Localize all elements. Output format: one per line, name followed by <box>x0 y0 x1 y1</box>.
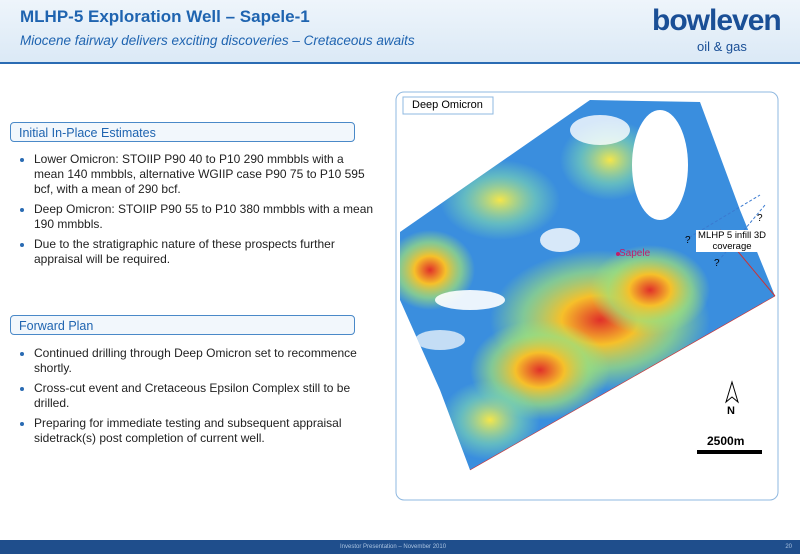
bullet: Continued drilling through Deep Omicron … <box>34 346 374 376</box>
footer: Investor Presentation – November 2010 20 <box>0 540 800 554</box>
question-mark: ? <box>757 213 763 224</box>
footer-text: Investor Presentation – November 2010 <box>340 544 447 550</box>
header <box>0 0 800 64</box>
section-heading: Forward Plan <box>10 315 355 335</box>
north-label: N <box>727 405 735 417</box>
bullet-list: Lower Omicron: STOIIP P90 40 to P10 290 … <box>14 152 374 272</box>
logo: bowleven <box>652 4 782 37</box>
question-mark: ? <box>685 235 691 246</box>
map-panel <box>395 91 779 501</box>
bullet: Lower Omicron: STOIIP P90 40 to P10 290 … <box>34 152 374 197</box>
question-mark: ? <box>714 258 720 269</box>
page-number: 20 <box>785 544 792 550</box>
title: MLHP-5 Exploration Well – Sapele-1 <box>20 7 310 26</box>
bullet: Deep Omicron: STOIIP P90 55 to P10 380 m… <box>34 202 374 232</box>
map-title: Deep Omicron <box>412 99 483 111</box>
coverage-label: MLHP 5 infill 3D coverage <box>696 230 768 252</box>
section-heading: Initial In-Place Estimates <box>10 122 355 142</box>
well-label: Sapele <box>619 248 651 259</box>
subtitle: Miocene fairway delivers exciting discov… <box>20 33 415 48</box>
bullet: Due to the stratigraphic nature of these… <box>34 237 374 267</box>
scale-label: 2500m <box>707 434 745 448</box>
logo-tagline: oil & gas <box>697 39 747 54</box>
bullet: Preparing for immediate testing and subs… <box>34 416 374 446</box>
bullet-list: Continued drilling through Deep Omicron … <box>14 346 374 451</box>
bullet: Cross-cut event and Cretaceous Epsilon C… <box>34 381 374 411</box>
